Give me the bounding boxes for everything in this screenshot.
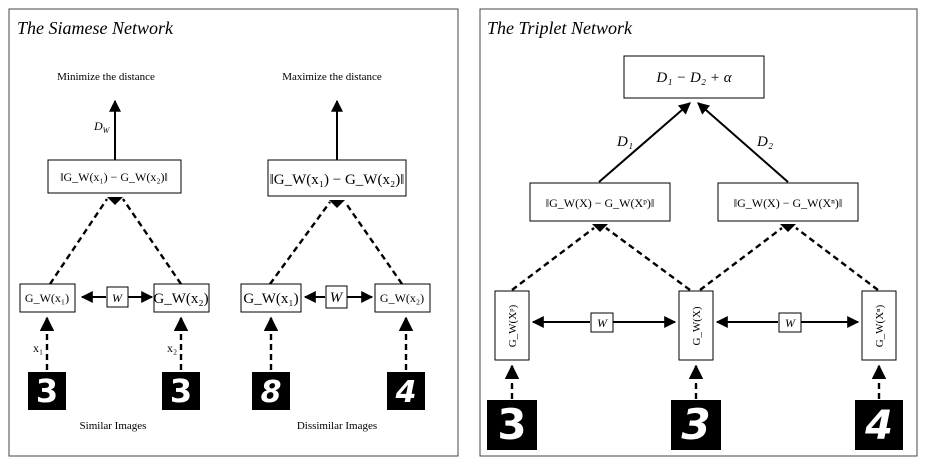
encoder-box-negative	[861, 290, 897, 361]
weight-box-2	[778, 312, 802, 333]
siamese-title: The Siamese Network	[17, 18, 174, 38]
dash-pos-to-dist1	[511, 227, 595, 291]
dash-link-right-1	[269, 201, 331, 285]
digit-text-right-1: 8	[261, 375, 282, 410]
encoder-label-anchor: G_W(X)	[691, 306, 703, 345]
encoder-box-right-2	[374, 283, 431, 313]
dash-link-left-2	[122, 198, 182, 285]
distance-formula-left: ‖G_W(x₁) − G_W(x₂)‖	[60, 170, 168, 184]
dash-anchor-to-dist2	[699, 227, 783, 291]
digit-image-left-2	[162, 372, 200, 410]
distance-box-right	[267, 159, 407, 197]
encoder-box-left-2	[153, 283, 210, 313]
dist-formula-positive: ‖G_W(X) − G_W(Xᵖ)‖	[546, 196, 655, 210]
digit-image-anchor	[671, 400, 721, 450]
dash-anchor-to-dist1	[605, 227, 691, 291]
dissimilar-caption: Dissimilar Images	[297, 420, 377, 432]
encoder-label-left-2: G_W(x₂)	[153, 291, 208, 307]
merge-arrowhead-left	[107, 197, 123, 205]
encoder-box-right-1	[240, 283, 302, 313]
merge-arrowhead-dist1	[592, 224, 608, 232]
minimize-caption: Minimize the distance	[57, 71, 155, 83]
weight-label-1: W	[597, 316, 608, 330]
digit-image-right-2	[387, 372, 425, 410]
dash-link-right-2	[344, 201, 403, 285]
digit-image-right-1	[252, 372, 290, 410]
dist-box-negative	[717, 182, 859, 222]
digit-text-anchor: 3	[681, 400, 710, 449]
loss-formula: D₁ − D₂ + α	[655, 70, 732, 86]
weight-label-right: W	[330, 290, 344, 306]
digit-text-left-2: 3	[170, 372, 192, 410]
dist-formula-negative: ‖G_W(X) − G_W(Xⁿ)‖	[734, 196, 843, 210]
weight-box-right	[325, 285, 348, 309]
dash-neg-to-dist2	[795, 227, 879, 291]
digit-text-negative: 4	[864, 403, 893, 449]
maximize-caption: Maximize the distance	[282, 71, 382, 83]
encoder-label-right-2: G_W(x₂)	[380, 291, 424, 305]
distance-box-left	[47, 159, 182, 194]
digit-image-left-1	[28, 372, 66, 410]
distance-formula-right: ‖G_W(x₁) − G_W(x₂)‖	[270, 172, 405, 188]
triplet-title: The Triplet Network	[487, 18, 633, 38]
encoder-label-right-1: G_W(x₁)	[243, 291, 298, 307]
merge-arrowhead-dist2	[780, 224, 796, 232]
digit-text-positive: 3	[497, 400, 526, 449]
similar-caption: Similar Images	[80, 420, 147, 432]
dash-link-left-1	[49, 198, 108, 285]
weight-label-2: W	[785, 316, 796, 330]
d2-arrow	[697, 102, 789, 183]
weight-label-left: W	[112, 291, 123, 305]
input-label-1: x₁	[33, 341, 43, 355]
digit-text-left-1: 3	[36, 372, 58, 410]
dist-box-positive	[529, 182, 671, 222]
encoder-box-anchor	[678, 290, 714, 361]
d1-label: D₁	[616, 134, 633, 150]
input-label-2: x₂	[167, 341, 177, 355]
encoder-label-positive: G_W(Xᵖ)	[507, 304, 519, 347]
weight-box-left	[106, 286, 129, 308]
encoder-box-positive	[494, 290, 530, 361]
loss-box	[623, 55, 765, 99]
d2-label: D₂	[756, 134, 773, 150]
encoder-label-negative: G_W(Xⁿ)	[874, 304, 886, 347]
digit-image-positive	[487, 400, 537, 450]
weight-box-1	[590, 312, 614, 333]
d1-arrow	[598, 102, 691, 183]
digit-text-right-2: 4	[395, 375, 417, 410]
distance-label: DW	[93, 119, 111, 135]
encoder-label-left-1: G_W(x₁)	[25, 291, 69, 305]
encoder-box-left-1	[19, 283, 76, 313]
digit-image-negative	[855, 400, 903, 450]
merge-arrowhead-right	[329, 200, 345, 208]
